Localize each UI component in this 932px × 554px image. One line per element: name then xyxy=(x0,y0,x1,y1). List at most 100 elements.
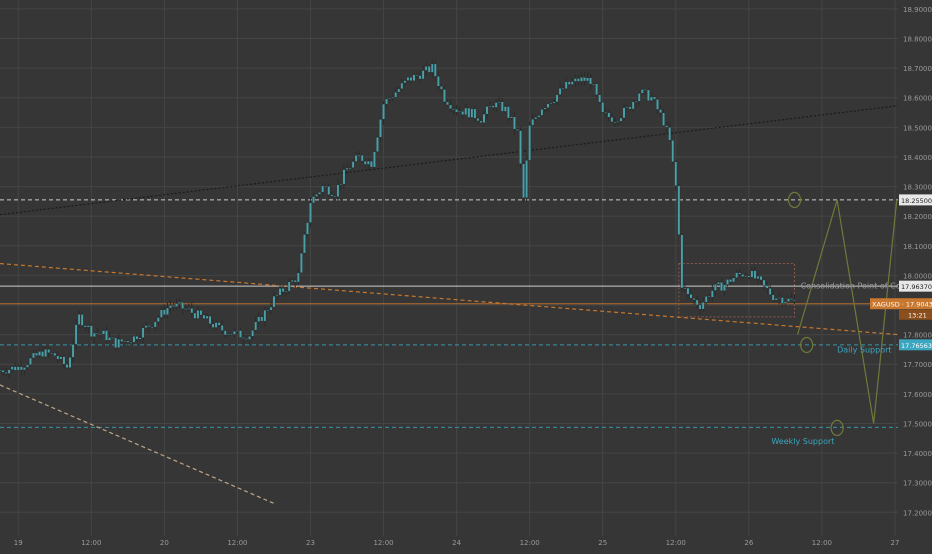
candle xyxy=(668,121,672,142)
candle-body xyxy=(659,109,662,113)
candle xyxy=(720,277,723,291)
candle-body xyxy=(774,298,778,301)
candle-body xyxy=(634,101,638,103)
candle-body xyxy=(53,352,57,357)
candle xyxy=(287,278,291,295)
candle-body xyxy=(345,167,349,170)
candle-body xyxy=(199,310,203,316)
candle xyxy=(403,79,407,86)
candle-body xyxy=(443,89,446,103)
candle-body xyxy=(129,342,133,344)
candle-body xyxy=(604,112,608,114)
candle-body xyxy=(759,276,763,281)
x-tick-label: 20 xyxy=(160,539,169,547)
candle xyxy=(564,78,568,91)
candle-body xyxy=(187,308,191,310)
annotation-0: Consolidation Point of Control xyxy=(801,282,919,291)
candle-body xyxy=(674,161,678,186)
candle-body xyxy=(132,336,136,343)
candle xyxy=(239,328,242,338)
candle xyxy=(80,312,84,328)
candle-body xyxy=(488,105,492,107)
candle xyxy=(99,332,102,339)
y-tick-label: 18.60000 xyxy=(903,95,932,103)
candle xyxy=(111,336,115,339)
candle-body xyxy=(354,155,358,162)
candle xyxy=(750,268,754,279)
candle-body xyxy=(181,301,185,309)
candle-body xyxy=(260,316,264,322)
candle xyxy=(510,116,513,120)
candle-body xyxy=(388,97,392,100)
candle xyxy=(169,299,172,314)
x-tick-label: 19 xyxy=(14,539,23,547)
candle-body xyxy=(473,108,477,119)
candle-body xyxy=(689,293,693,299)
countdown-label: 13:21 xyxy=(908,312,927,320)
candle-body xyxy=(254,321,258,331)
candle-body xyxy=(309,202,312,223)
annotation-2: Weekly Support xyxy=(771,437,834,446)
candle xyxy=(430,59,434,78)
candle-body xyxy=(306,222,309,235)
candle-body xyxy=(570,81,574,85)
candle-body xyxy=(208,315,212,325)
candle xyxy=(205,313,209,319)
candle xyxy=(427,64,431,75)
candle-body xyxy=(671,140,675,162)
candle xyxy=(479,117,483,123)
candle-body xyxy=(202,314,206,319)
candle xyxy=(729,275,732,286)
candle xyxy=(790,292,793,301)
candle xyxy=(662,108,666,128)
candle-body xyxy=(25,364,29,368)
candle-body xyxy=(138,337,142,340)
candle xyxy=(293,277,297,288)
candle-body xyxy=(111,337,115,339)
candle xyxy=(275,294,279,301)
candle xyxy=(446,98,449,107)
candle xyxy=(513,111,516,136)
candle xyxy=(284,288,288,297)
candle xyxy=(141,325,145,344)
candle xyxy=(0,366,2,372)
candle-body xyxy=(172,305,175,307)
candle xyxy=(643,88,647,95)
candle xyxy=(476,116,480,124)
candle-body xyxy=(619,117,623,122)
candle-body xyxy=(406,77,410,81)
candle-body xyxy=(123,340,127,342)
candle-body xyxy=(147,325,151,327)
candle xyxy=(290,277,294,283)
candle xyxy=(604,107,608,118)
candle xyxy=(485,104,489,120)
candle-body xyxy=(373,151,376,168)
candle xyxy=(59,354,63,362)
trendline-2 xyxy=(0,384,275,504)
candle-body xyxy=(497,101,501,103)
candle-body xyxy=(114,337,118,349)
candle xyxy=(406,76,410,83)
candle-body xyxy=(257,316,261,322)
candle xyxy=(735,269,739,280)
candle-body xyxy=(418,75,422,80)
candle xyxy=(114,337,118,352)
candle xyxy=(324,182,328,188)
candle-body xyxy=(777,297,781,299)
candle xyxy=(382,101,385,125)
candle-body xyxy=(424,66,428,71)
candle xyxy=(741,272,745,279)
candle xyxy=(400,78,404,91)
annotation-1: Daily Support xyxy=(837,345,891,354)
candle xyxy=(65,361,69,370)
candle-body xyxy=(47,348,51,354)
candle xyxy=(616,120,620,126)
candle-body xyxy=(491,105,495,108)
candle-body xyxy=(4,372,8,374)
candle xyxy=(686,287,690,300)
y-tick-label: 17.20000 xyxy=(903,509,932,517)
x-tick-label: 12:00 xyxy=(520,539,540,547)
candle-body xyxy=(717,282,720,285)
